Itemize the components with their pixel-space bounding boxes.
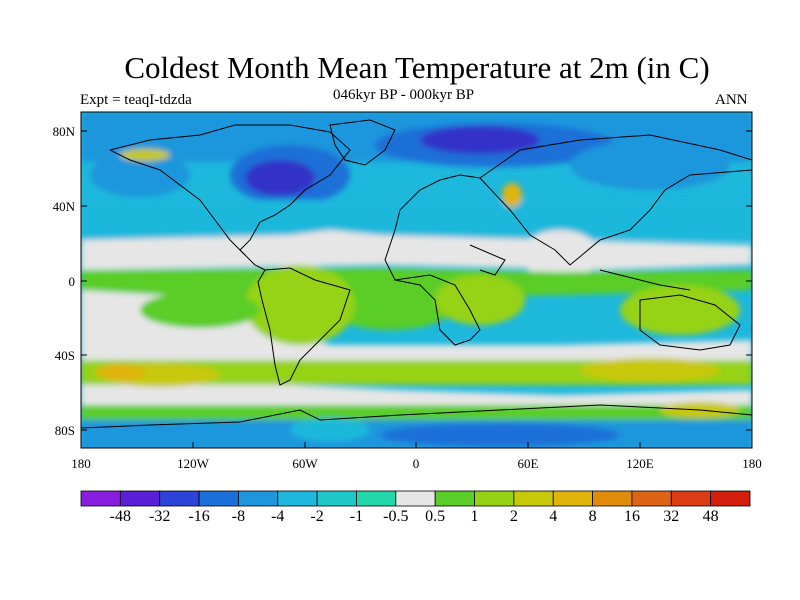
y-tick-80s: 80S	[55, 423, 75, 438]
colorbar-swatch	[80, 490, 121, 507]
colorbar-swatch	[356, 490, 397, 507]
colorbar-swatch	[395, 490, 436, 507]
colorbar-swatch	[474, 490, 515, 507]
x-tick-60e: 60E	[518, 456, 539, 471]
colorbar-label: -1	[349, 508, 364, 525]
colorbar-label: -4	[271, 508, 285, 525]
x-tick-60w: 60W	[292, 456, 318, 471]
colorbar-swatch	[592, 490, 633, 507]
colorbar-swatch	[159, 490, 200, 507]
x-tick-0: 0	[413, 456, 420, 471]
coastlines	[81, 119, 752, 429]
y-tick-80n: 80N	[53, 124, 76, 139]
colorbar-label: 16	[623, 508, 640, 525]
y-tick-40n: 40N	[53, 199, 76, 214]
colorbar-swatch	[552, 490, 593, 507]
colorbar-label: -0.5	[383, 508, 409, 525]
colorbar-swatch	[513, 490, 554, 507]
colorbar-label: 48	[702, 508, 719, 525]
colorbar-swatch	[434, 490, 475, 507]
colorbar-label: 32	[663, 508, 680, 525]
colorbar-swatch	[119, 490, 161, 507]
colorbar-swatch	[631, 490, 672, 507]
colorbar-swatch	[277, 490, 318, 507]
colorbar	[80, 490, 751, 507]
y-tick-0: 0	[69, 274, 76, 289]
colorbar-label: 8	[588, 508, 597, 525]
colorbar-label: 4	[549, 508, 558, 525]
colorbar-swatch	[670, 490, 712, 507]
colorbar-label: 2	[509, 508, 518, 525]
colorbar-label: -2	[310, 508, 324, 525]
map-title: Coldest Month Mean Temperature at 2m (in…	[124, 50, 710, 85]
colorbar-swatch	[238, 490, 279, 507]
colorbar-swatch	[710, 490, 751, 507]
experiment-label: Expt = teaqI-tdzda	[80, 92, 192, 108]
colorbar-swatch	[316, 490, 357, 507]
x-tick-180w: 180	[71, 456, 91, 471]
x-tick-180e: 180	[742, 456, 762, 471]
x-tick-120e: 120E	[626, 456, 654, 471]
period-label: 046kyr BP - 000kyr BP	[333, 87, 475, 103]
colorbar-swatch	[198, 490, 239, 507]
colorbar-label: 1	[470, 508, 479, 525]
x-tick-120w: 120W	[177, 456, 210, 471]
colorbar-label: -32	[149, 508, 171, 525]
colorbar-label: -48	[109, 508, 132, 525]
colorbar-label: -16	[188, 508, 210, 525]
y-tick-40s: 40S	[55, 348, 75, 363]
temperature-field	[81, 112, 752, 448]
colorbar-label: 0.5	[425, 508, 446, 525]
season-label: ANN	[715, 92, 748, 108]
colorbar-label: -8	[231, 508, 246, 525]
